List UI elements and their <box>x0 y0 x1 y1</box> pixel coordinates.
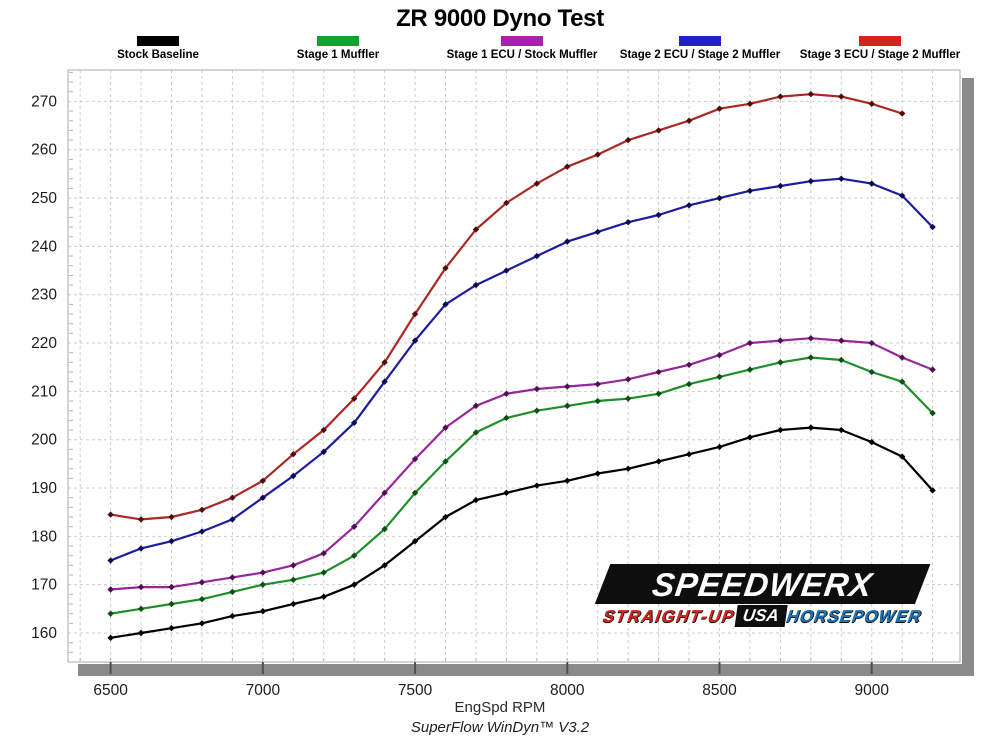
legend-label: Stage 1 Muffler <box>296 49 380 61</box>
svg-text:220: 220 <box>31 335 57 352</box>
x-major-ticks <box>109 662 873 674</box>
svg-text:250: 250 <box>31 190 57 207</box>
minor-ticks <box>69 71 934 661</box>
svg-text:6500: 6500 <box>93 682 128 699</box>
x-tick-labels: 6500 7000 7500 8000 8500 9000 <box>93 682 889 699</box>
legend-label: Stock Baseline <box>117 49 199 61</box>
legend-item-stage3-ecu: Stage 3 ECU / Stage 2 Muffler <box>780 36 980 61</box>
legend-swatch-stage1-muffler <box>317 36 359 46</box>
chart-title: ZR 9000 Dyno Test <box>396 5 604 32</box>
series-line-stage-1-muffler <box>109 356 934 615</box>
svg-text:190: 190 <box>31 480 57 497</box>
y-tick-labels: 160 170 180 190 200 210 220 230 240 250 260 270 <box>31 93 57 642</box>
legend-swatch-stage1-ecu <box>501 36 543 46</box>
plot-border <box>67 69 961 663</box>
legend-swatch-stage2-ecu <box>679 36 721 46</box>
speedwerx-logo: SPEEDWERX STRAIGHT-UP USA HORSEPOWER <box>592 564 931 627</box>
svg-text:170: 170 <box>31 577 57 594</box>
svg-text:7500: 7500 <box>398 682 433 699</box>
svg-text:160: 160 <box>31 625 57 642</box>
series-line-stage-1-ecu-stock-muffler <box>109 337 934 591</box>
series-stage-3-ecu-stage-2-muffler <box>107 90 906 523</box>
legend-item-stage1-ecu: Stage 1 ECU / Stock Muffler <box>422 36 622 61</box>
legend-label: Stage 1 ECU / Stock Muffler <box>446 49 598 61</box>
speedwerx-logo-banner: SPEEDWERX <box>595 564 931 604</box>
chart-shadow-frame <box>78 78 974 676</box>
logo-horsepower-text: HORSEPOWER <box>785 606 923 626</box>
series-line-stage-2-ecu-stage-2-muffler <box>109 177 934 562</box>
svg-text:210: 210 <box>31 383 57 400</box>
legend-label: Stage 2 ECU / Stage 2 Muffler <box>619 49 781 61</box>
series-line-stock-baseline <box>109 426 934 639</box>
svg-text:8500: 8500 <box>702 682 737 699</box>
series-stage-1-ecu-stock-muffler <box>107 335 936 593</box>
legend-label: Stage 3 ECU / Stage 2 Muffler <box>799 49 961 61</box>
series-markers-stage-3-ecu-stage-2-muffler <box>107 90 906 523</box>
svg-text:7000: 7000 <box>246 682 281 699</box>
svg-text:270: 270 <box>31 93 57 110</box>
series-markers-stage-1-muffler <box>107 354 936 617</box>
svg-text:240: 240 <box>31 238 57 255</box>
series-stock-baseline <box>107 424 936 642</box>
svg-text:8000: 8000 <box>550 682 585 699</box>
legend: Stock Baseline Stage 1 Muffler Stage 1 E… <box>0 36 1000 66</box>
legend-swatch-stock-baseline <box>137 36 179 46</box>
series-markers-stock-baseline <box>107 424 936 642</box>
svg-text:230: 230 <box>31 287 57 304</box>
series-stage-1-muffler <box>107 354 936 617</box>
legend-swatch-stage3-ecu <box>859 36 901 46</box>
legend-item-stage2-ecu: Stage 2 ECU / Stage 2 Muffler <box>600 36 800 61</box>
software-caption: SuperFlow WinDyn™ V3.2 <box>410 719 590 736</box>
series-markers-stage-2-ecu-stage-2-muffler <box>107 175 936 564</box>
legend-item-stock-baseline: Stock Baseline <box>58 36 258 61</box>
svg-text:9000: 9000 <box>854 682 889 699</box>
logo-straight-up-text: STRAIGHT-UP <box>601 606 737 626</box>
series-stage-2-ecu-stage-2-muffler <box>107 175 936 564</box>
x-axis-title: EngSpd RPM <box>454 699 546 716</box>
svg-text:200: 200 <box>31 432 57 449</box>
logo-usa-text: USA <box>734 605 788 627</box>
svg-text:260: 260 <box>31 142 57 159</box>
legend-item-stage1-muffler: Stage 1 Muffler <box>238 36 438 61</box>
series-markers-stage-1-ecu-stock-muffler <box>107 335 936 593</box>
speedwerx-logo-subline: STRAIGHT-UP USA HORSEPOWER <box>602 605 925 627</box>
grid-lines <box>68 70 960 662</box>
svg-text:180: 180 <box>31 528 57 545</box>
plot-area <box>68 70 960 662</box>
speedwerx-wordmark: SPEEDWERX <box>650 565 876 603</box>
